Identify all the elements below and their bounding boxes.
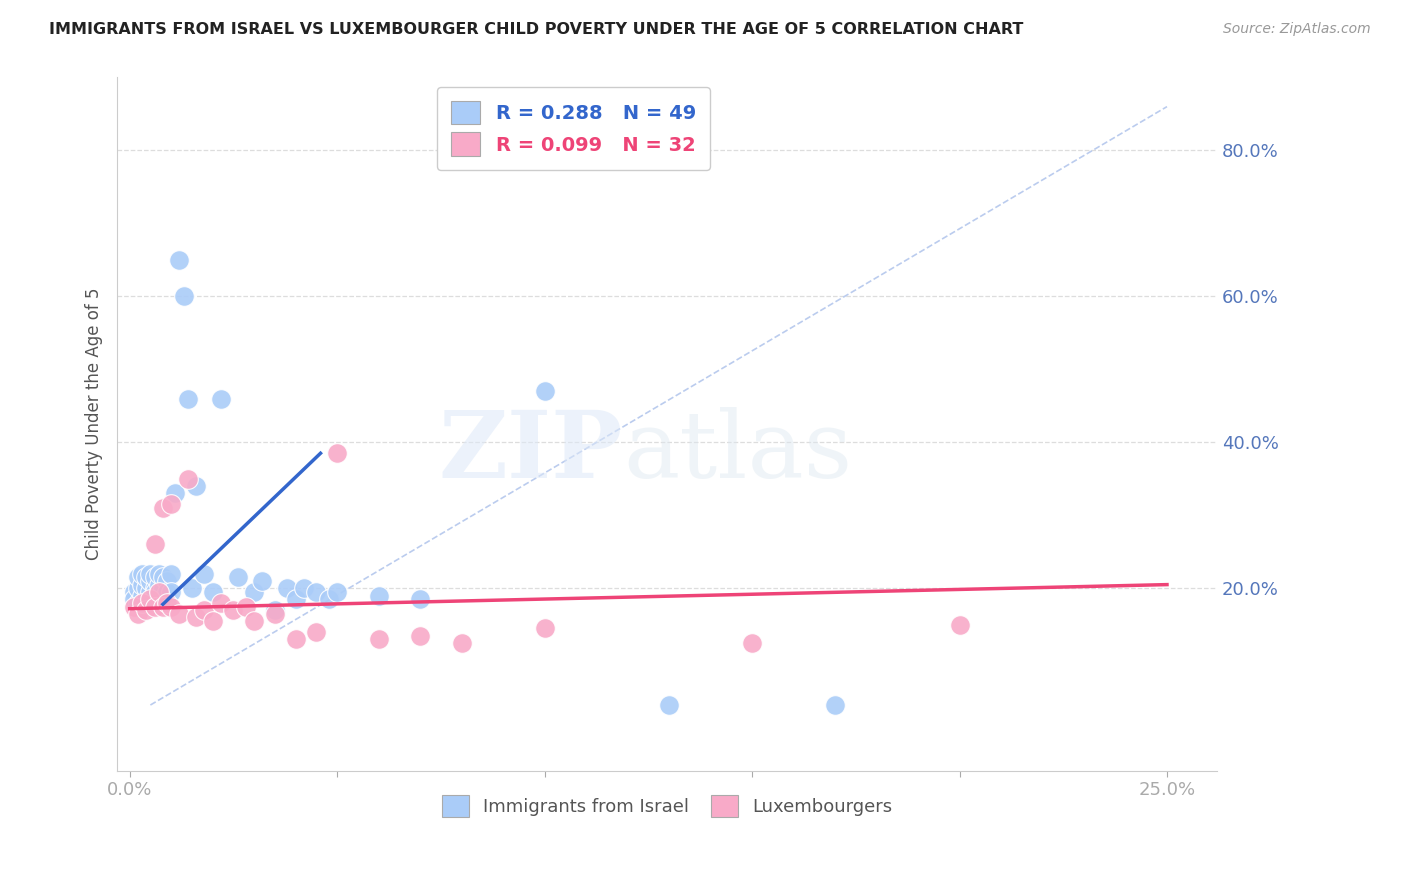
Point — [165, 486, 187, 500]
Point — [127, 596, 149, 610]
Point — [143, 585, 166, 599]
Point — [263, 603, 285, 617]
Point — [127, 607, 149, 621]
Point — [143, 537, 166, 551]
Point — [201, 585, 224, 599]
Point — [148, 577, 170, 591]
Point — [284, 632, 307, 647]
Point — [367, 632, 389, 647]
Point — [122, 585, 145, 599]
Point — [326, 446, 349, 460]
Point — [122, 592, 145, 607]
Point — [367, 589, 389, 603]
Point — [169, 252, 191, 267]
Point — [131, 589, 153, 603]
Point — [152, 500, 174, 515]
Text: IMMIGRANTS FROM ISRAEL VS LUXEMBOURGER CHILD POVERTY UNDER THE AGE OF 5 CORRELAT: IMMIGRANTS FROM ISRAEL VS LUXEMBOURGER C… — [49, 22, 1024, 37]
Point — [139, 566, 162, 581]
Point — [143, 570, 166, 584]
Point — [226, 570, 249, 584]
Point — [160, 497, 183, 511]
Point — [292, 581, 315, 595]
Text: Source: ZipAtlas.com: Source: ZipAtlas.com — [1223, 22, 1371, 37]
Point — [184, 479, 207, 493]
Point — [318, 592, 340, 607]
Point — [131, 596, 153, 610]
Point — [177, 472, 200, 486]
Text: atlas: atlas — [623, 407, 852, 497]
Point — [209, 596, 232, 610]
Point — [173, 289, 195, 303]
Point — [139, 574, 162, 588]
Point — [193, 603, 215, 617]
Point — [139, 585, 162, 599]
Point — [156, 574, 179, 588]
Point — [127, 570, 149, 584]
Point — [284, 592, 307, 607]
Point — [276, 581, 298, 595]
Point — [184, 610, 207, 624]
Point — [409, 592, 432, 607]
Point — [741, 636, 763, 650]
Point — [156, 585, 179, 599]
Text: ZIP: ZIP — [439, 407, 623, 497]
Point — [152, 581, 174, 595]
Point — [135, 592, 157, 607]
Point — [143, 599, 166, 614]
Point — [135, 581, 157, 595]
Point — [135, 570, 157, 584]
Point — [169, 607, 191, 621]
Point — [948, 617, 970, 632]
Point — [450, 636, 472, 650]
Point — [148, 585, 170, 599]
Point — [533, 621, 555, 635]
Point — [122, 599, 145, 614]
Point — [235, 599, 257, 614]
Y-axis label: Child Poverty Under the Age of 5: Child Poverty Under the Age of 5 — [86, 288, 103, 560]
Point — [222, 603, 245, 617]
Point — [263, 607, 285, 621]
Point — [152, 570, 174, 584]
Point — [127, 581, 149, 595]
Point — [305, 585, 328, 599]
Point — [143, 581, 166, 595]
Point — [658, 698, 681, 712]
Point — [326, 585, 349, 599]
Point — [152, 599, 174, 614]
Point — [209, 392, 232, 406]
Point — [160, 566, 183, 581]
Point — [148, 566, 170, 581]
Point — [160, 599, 183, 614]
Point — [824, 698, 846, 712]
Point — [533, 384, 555, 399]
Point — [305, 625, 328, 640]
Point — [156, 596, 179, 610]
Legend: Immigrants from Israel, Luxembourgers: Immigrants from Israel, Luxembourgers — [434, 788, 900, 824]
Point — [409, 629, 432, 643]
Point — [193, 566, 215, 581]
Point — [131, 566, 153, 581]
Point — [131, 577, 153, 591]
Point — [160, 585, 183, 599]
Point — [252, 574, 274, 588]
Point — [243, 614, 266, 628]
Point — [177, 392, 200, 406]
Point — [180, 581, 202, 595]
Point — [139, 592, 162, 607]
Point — [201, 614, 224, 628]
Point — [135, 603, 157, 617]
Point — [243, 585, 266, 599]
